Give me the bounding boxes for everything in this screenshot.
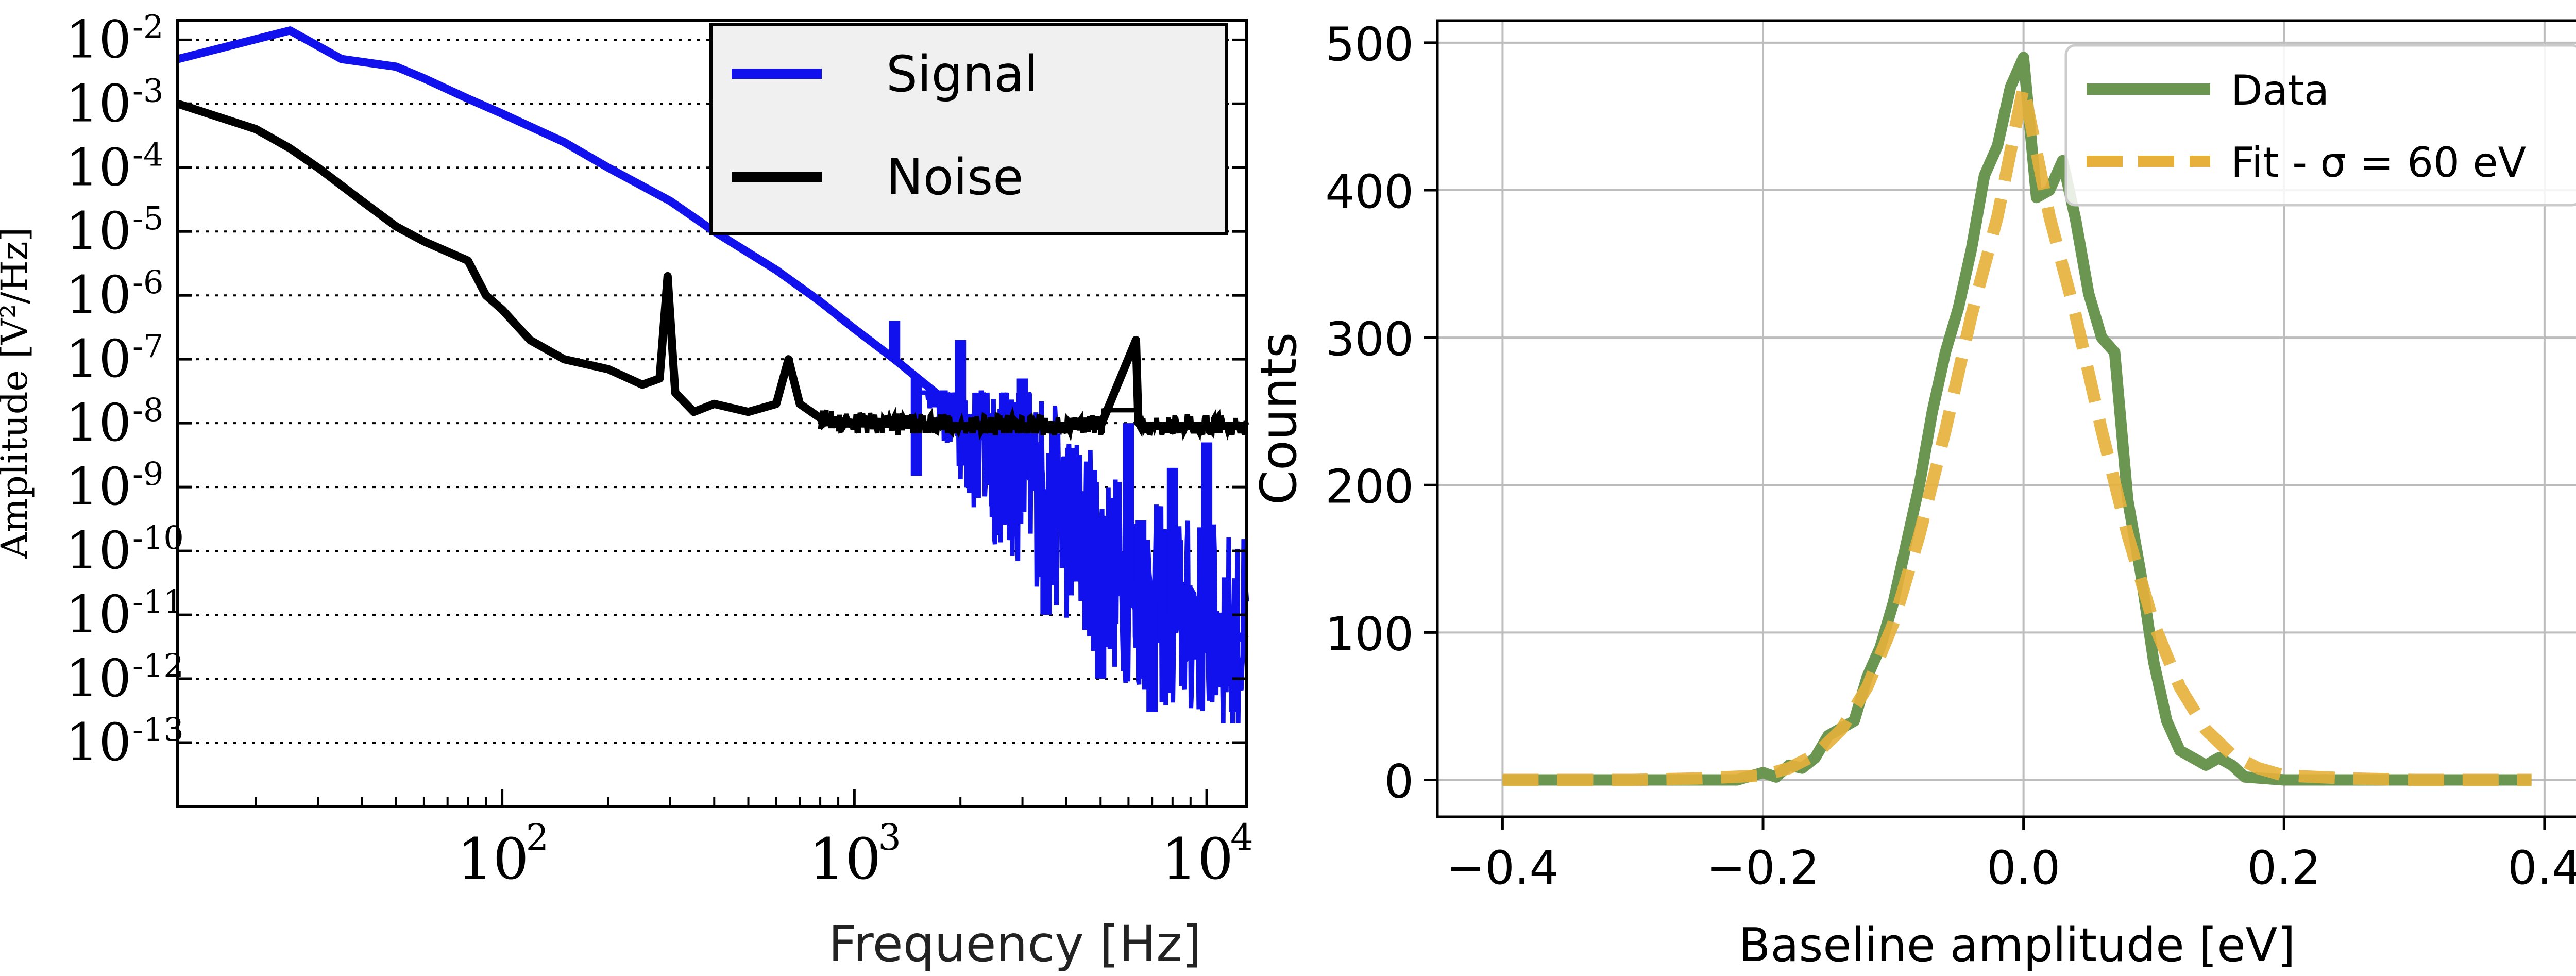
y-tick-exponent: -4 — [132, 136, 163, 173]
right-legend: Data Fit - σ = 60 eV — [2064, 44, 2576, 207]
y-tick-exponent: -7 — [132, 327, 163, 365]
x-tick-label: 10 — [809, 826, 881, 892]
y-tick-exponent: -13 — [132, 711, 184, 748]
y-tick-label: 10 — [66, 9, 131, 70]
power-spectrum-chart: 10-210-310-410-510-610-710-810-910 -1010-… — [0, 8, 1253, 973]
x-tick-exponent: 4 — [1230, 816, 1253, 859]
x-tick-exponent: 3 — [878, 816, 901, 859]
y-tick-label: 10 — [66, 584, 131, 645]
y-tick-exponent: -11 — [132, 583, 184, 620]
left-x-axis-label: Frequency [Hz] — [828, 915, 1201, 973]
y-tick-label: 0 — [1384, 754, 1414, 809]
y-tick-exponent: -2 — [132, 8, 163, 45]
y-tick-exponent: -3 — [132, 72, 163, 109]
y-tick-label: 10 — [66, 712, 131, 772]
left-legend: Signal Noise — [709, 23, 1228, 235]
series-noise-signal — [916, 390, 1249, 723]
legend-label: Noise — [886, 148, 1023, 206]
left-series — [176, 26, 1249, 723]
y-tick-label: 10 — [66, 520, 131, 581]
y-tick-exponent: -9 — [132, 455, 163, 493]
y-tick-label: 300 — [1325, 312, 1414, 366]
right-y-axis-label: Counts — [1250, 332, 1308, 505]
x-tick-label: 0.0 — [1987, 841, 2060, 895]
y-tick-label: 10 — [66, 137, 131, 197]
y-tick-label: 10 — [66, 265, 131, 325]
y-tick-exponent: -6 — [132, 263, 163, 301]
y-tick-exponent: -12 — [132, 647, 184, 684]
left-y-axis-label: Amplitude [V²/Hz] — [0, 227, 36, 559]
y-tick-label: 10 — [66, 393, 131, 453]
right-series — [1502, 52, 2532, 786]
x-tick-label: 0.2 — [2247, 841, 2321, 895]
x-tick-label: −0.4 — [1446, 841, 1559, 895]
x-tick-exponent: 2 — [526, 816, 549, 859]
y-tick-exponent: -8 — [132, 391, 163, 429]
y-tick-label: 10 — [66, 201, 131, 261]
fit-curve — [1502, 80, 2532, 786]
left-plot-frame — [176, 19, 1248, 808]
y-tick-label: 10 — [66, 329, 131, 389]
legend-label: Fit - σ = 60 eV — [2231, 139, 2527, 187]
x-tick-label: −0.2 — [1707, 841, 1820, 895]
legend-box — [709, 23, 1228, 235]
legend-label: Signal — [886, 45, 1038, 103]
y-tick-label: 500 — [1325, 18, 1414, 72]
left-ticks: 10-210-310-410-510-610-710-810-910 -1010-… — [66, 8, 1253, 892]
y-tick-label: 400 — [1325, 165, 1414, 219]
x-tick-label: 10 — [457, 826, 529, 892]
series-noise-noise — [818, 406, 1249, 442]
y-tick-label: 100 — [1325, 607, 1414, 661]
right-plot-frame — [1436, 19, 2576, 818]
y-tick-exponent: -5 — [132, 199, 163, 237]
y-tick-label: 200 — [1325, 460, 1414, 514]
y-tick-label: 10 — [66, 73, 131, 133]
right-x-axis-label: Baseline amplitude [eV] — [1739, 918, 2296, 972]
x-tick-label: 10 — [1161, 826, 1233, 892]
legend-label: Data — [2231, 66, 2329, 114]
x-tick-label: 0.4 — [2507, 841, 2576, 895]
right-ticks: 0 100 200 300 400 500 −0.4 −0.2 0.0 0.2 0.4 — [1325, 18, 2576, 895]
y-tick-label: 10 — [66, 457, 131, 517]
histogram-chart: 0 100 200 300 400 500 −0.4 −0.2 0.0 0.2 0.4 Counts… — [1250, 18, 2576, 972]
y-tick-label: 10 — [66, 648, 131, 709]
y-tick-exponent: -10 — [132, 519, 184, 557]
